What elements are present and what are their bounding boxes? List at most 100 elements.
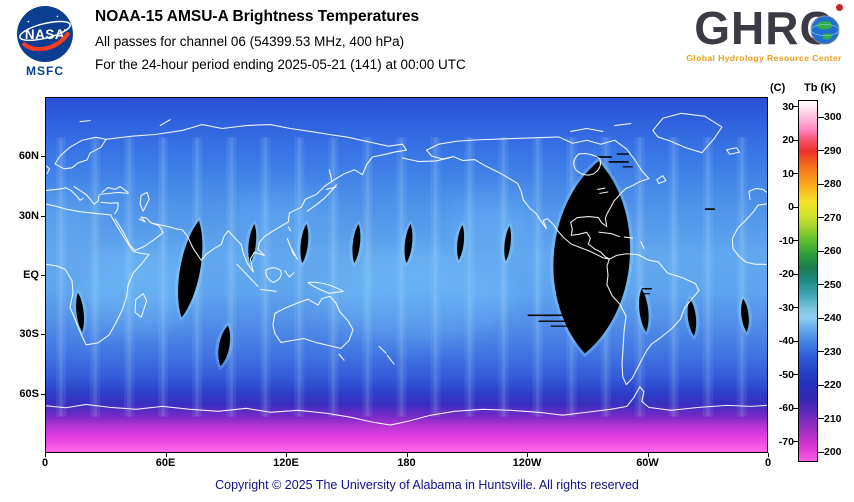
brightness-temperature-map <box>46 98 767 452</box>
orbit-gap <box>352 223 361 264</box>
colorbar-kelvin-header: Tb (K) <box>804 82 836 94</box>
nasa-logo: NASA MSFC <box>10 5 80 78</box>
x-axis-tick-mark <box>45 453 46 457</box>
colorbar: (C) Tb (K) 300 290 280 270 260 250 240 230 220 21… <box>768 80 854 480</box>
colorbar-kelvin-tick-mark <box>818 351 824 353</box>
colorbar-kelvin-tick-label: 210 <box>824 412 842 425</box>
colorbar-kelvin-tick-mark <box>818 150 824 152</box>
x-axis-tick-label: 180 <box>397 457 416 469</box>
orbit-gap <box>218 325 231 367</box>
colorbar-celsius-tick-mark <box>792 340 798 342</box>
colorbar-celsius-tick-label: 30 <box>782 100 794 113</box>
copyright-text: Copyright © 2025 The University of Alaba… <box>215 478 639 492</box>
colorbar-celsius-tick-label: -30 <box>778 301 794 314</box>
ghrc-tagline: Global Hydrology Resource Center <box>686 53 842 63</box>
orbit-gap <box>687 298 697 336</box>
ghrc-dot-icon <box>835 4 843 11</box>
colorbar-celsius-tick-label: -60 <box>778 402 794 415</box>
colorbar-celsius-tick-label: -40 <box>778 335 794 348</box>
colorbar-kelvin-tick-label: 200 <box>824 446 842 459</box>
colorbar-kelvin-tick-mark <box>818 284 824 286</box>
colorbar-celsius-tick-label: -10 <box>778 234 794 247</box>
colorbar-celsius-tick-label: -20 <box>778 268 794 281</box>
colorbar-kelvin-tick-label: 280 <box>824 178 842 191</box>
colorbar-kelvin-tick-mark <box>818 451 824 453</box>
scanline-dropout <box>704 208 715 210</box>
colorbar-kelvin-tick-label: 240 <box>824 312 842 325</box>
colorbar-celsius-header: (C) <box>770 82 786 94</box>
title-block: NOAA-15 AMSU-A Brightness Temperatures A… <box>95 8 466 80</box>
subtitle-period: For the 24-hour period ending 2025-05-21… <box>95 57 466 72</box>
colorbar-celsius-tick-mark <box>792 240 798 242</box>
colorbar-celsius-tick-mark <box>792 441 798 443</box>
colorbar-kelvin-tick-mark <box>818 116 824 118</box>
orbit-gap <box>457 224 465 261</box>
orbit-gap <box>248 223 257 264</box>
y-axis-tick-label: 60N <box>18 150 39 163</box>
orbit-gap <box>504 225 511 262</box>
x-axis-tick-mark <box>406 453 408 457</box>
colorbar-kelvin-tick-label: 290 <box>824 144 842 157</box>
orbit-gap <box>178 220 203 318</box>
y-axis-tick-label: 30S <box>19 328 39 341</box>
colorbar-celsius-tick-label: -50 <box>778 368 794 381</box>
ghrc-globe-icon <box>810 15 840 45</box>
x-axis-tick-mark <box>527 453 528 457</box>
colorbar-celsius-tick-mark <box>792 173 798 175</box>
scanline-dropout <box>608 161 629 163</box>
colorbar-celsius-tick-mark <box>792 206 798 208</box>
coastlines <box>46 112 767 426</box>
x-axis-tick-mark <box>647 453 649 457</box>
x-axis-tick-label: 120W <box>512 457 542 469</box>
scanline-dropout <box>595 156 612 158</box>
ghrc-logo: GHRC Global Hydrology Resource Center <box>678 4 850 63</box>
colorbar-celsius-tick-mark <box>792 307 798 309</box>
scanline-dropout <box>622 166 633 168</box>
x-axis-tick-label: 0 <box>41 457 49 469</box>
orbit-gap <box>639 288 649 332</box>
ghrc-letters: GHR <box>694 2 800 54</box>
colorbar-kelvin-tick-label: 270 <box>824 211 842 224</box>
scanline-dropout <box>616 153 629 155</box>
scanline-dropout <box>641 288 652 290</box>
x-axis-tick-label: 60W <box>636 457 659 469</box>
orbit-gap-shapes <box>72 153 752 371</box>
orbit-gap <box>404 223 413 264</box>
y-axis-tick-label: 30N <box>18 209 39 222</box>
colorbar-celsius-tick-mark <box>792 139 798 141</box>
colorbar-kelvin-tick-label: 300 <box>824 111 842 124</box>
nasa-meatball-icon: NASA <box>17 6 73 62</box>
nasa-wordmark: NASA <box>25 27 65 42</box>
y-axis-tick-label: EQ <box>23 269 39 281</box>
colorbar-celsius-tick-label: 20 <box>782 134 794 147</box>
scanline-dropout <box>527 314 566 317</box>
x-axis-tick-label: 120E <box>273 457 299 469</box>
page-title: NOAA-15 AMSU-A Brightness Temperatures <box>95 8 420 25</box>
colorbar-celsius-tick-mark <box>792 273 798 275</box>
subtitle-channel: All passes for channel 06 (54399.53 MHz,… <box>95 34 405 49</box>
colorbar-celsius-tick-label: 0 <box>768 201 794 213</box>
msfc-label: MSFC <box>26 64 64 78</box>
x-axis-tick-mark <box>165 453 167 457</box>
map-frame <box>45 97 768 453</box>
header: NASA MSFC NOAA-15 AMSU-A Brightness Temp… <box>0 0 854 92</box>
colorbar-kelvin-tick-mark <box>818 250 824 252</box>
colorbar-celsius-tick-label: 10 <box>782 167 794 180</box>
orbit-gap <box>741 298 749 332</box>
colorbar-celsius-tick-mark <box>792 106 798 108</box>
y-axis-tick-label: 60S <box>19 387 39 400</box>
colorbar-kelvin-tick-mark <box>818 317 824 319</box>
colorbar-celsius-tick-mark <box>792 407 798 409</box>
colorbar-kelvin-tick-label: 230 <box>824 345 842 358</box>
x-axis-tick-label: 60E <box>155 457 176 469</box>
colorbar-kelvin-tick-mark <box>818 418 824 420</box>
colorbar-kelvin-tick-label: 260 <box>824 245 842 258</box>
colorbar-kelvin-tick-mark <box>818 183 824 185</box>
x-axis-tick-mark <box>286 453 287 457</box>
colorbar-gradient <box>798 100 818 462</box>
scanline-dropout <box>538 320 565 322</box>
colorbar-celsius-tick-label: -70 <box>778 435 794 448</box>
orbit-gap <box>76 292 84 332</box>
orbit-gap <box>553 161 631 354</box>
